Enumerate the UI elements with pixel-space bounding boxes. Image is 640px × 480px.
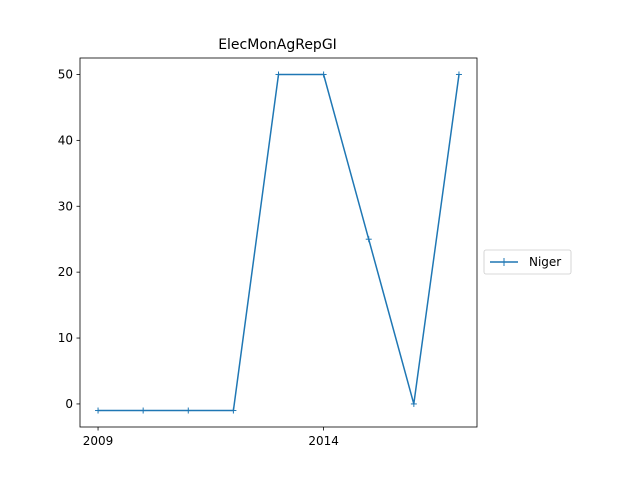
legend: Niger: [483, 249, 572, 275]
legend-label-niger: Niger: [529, 255, 561, 269]
y-tick-label: 50: [58, 67, 73, 81]
y-tick-label: 10: [58, 331, 73, 345]
data-point: [320, 71, 327, 78]
y-tick-label: 40: [58, 133, 73, 147]
data-point: [185, 407, 192, 414]
x-tick-label: 2009: [83, 434, 114, 448]
legend-frame: [483, 249, 572, 275]
plot-frame: [79, 57, 478, 428]
x-axis: 2009 2014: [83, 427, 339, 448]
y-tick-label: 30: [58, 199, 73, 213]
data-point: [140, 407, 147, 414]
data-point: [230, 407, 237, 414]
chart-title: ElecMonAgRepGI: [218, 37, 337, 53]
series-line-niger: [98, 73, 460, 412]
y-tick-label: 20: [58, 265, 73, 279]
data-point: [455, 71, 462, 78]
y-tick-label: 0: [65, 397, 73, 411]
x-tick-label: 2014: [308, 434, 339, 448]
data-point: [95, 407, 102, 414]
data-point: [365, 236, 372, 243]
data-point: [275, 71, 282, 78]
y-axis: 0 10 20 30 40 50: [58, 67, 80, 411]
data-point: [410, 400, 417, 407]
series-layer: [95, 71, 462, 414]
